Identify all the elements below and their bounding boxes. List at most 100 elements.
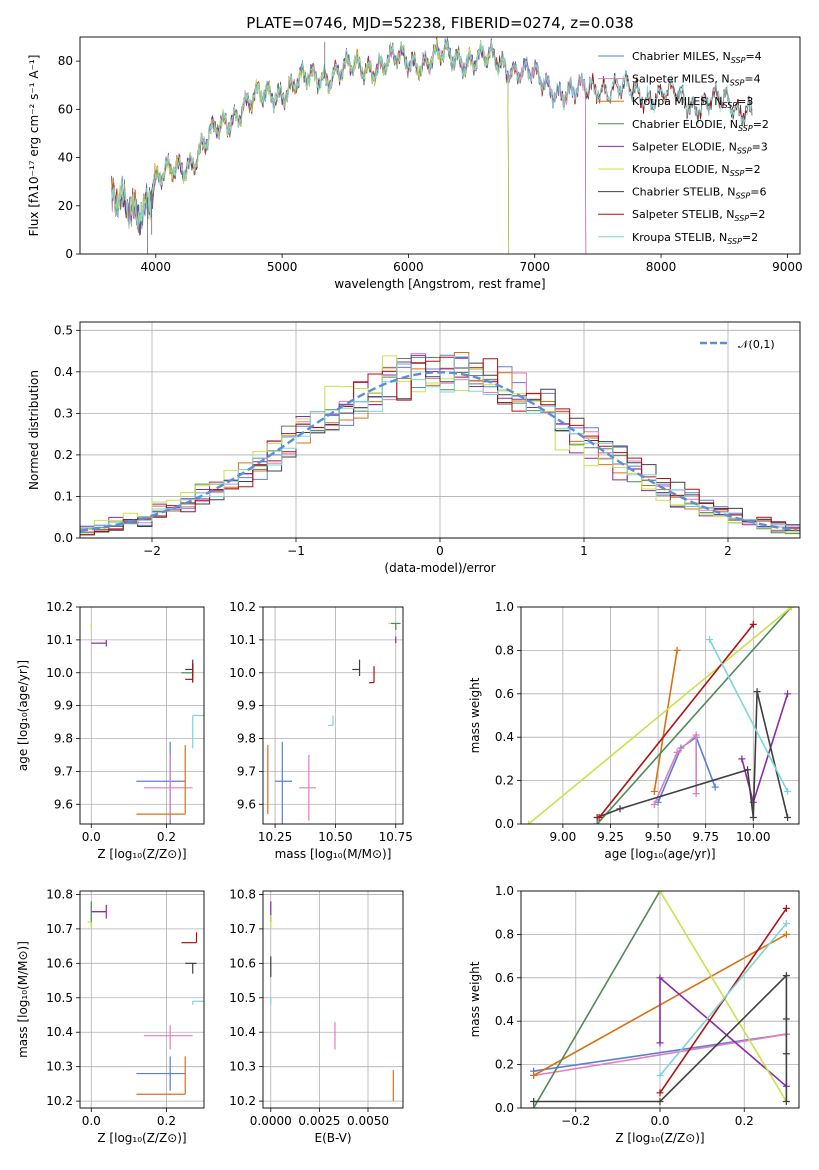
x-axis-label: Z [log₁₀(Z/Z⊙)] — [615, 1131, 704, 1145]
legend-subscript: SSP — [727, 237, 742, 246]
x-tick-label: −2 — [143, 544, 161, 558]
legend-text: =2 — [753, 118, 769, 131]
axes-frame-4 — [520, 606, 800, 825]
y-tick-label: 9.7 — [54, 764, 73, 778]
weight-marker — [656, 974, 664, 982]
y-tick-label: 0.4 — [54, 365, 73, 379]
weight-line — [659, 891, 788, 1102]
y-tick-label: 0.3 — [54, 406, 73, 420]
axes-frame-1 — [79, 321, 801, 539]
y-tick-label: 0 — [65, 247, 73, 261]
weight-marker — [656, 1097, 664, 1105]
y-axis-label: mass weight — [468, 677, 482, 753]
weight-line — [532, 891, 661, 1108]
y-axis-label: mass [log₁₀(M/M⊙)] — [16, 941, 30, 1058]
weight-marker — [530, 1097, 538, 1105]
x-tick-label: 9.00 — [550, 830, 577, 844]
y-axis-label: Flux [fλ10⁻¹⁷ erg cm⁻² s⁻¹ A⁻¹] — [27, 55, 41, 237]
y-tick-label: 0.4 — [495, 730, 514, 744]
weight-marker — [692, 731, 700, 739]
legend-entry: 𝒩(0,1) — [738, 338, 775, 351]
y-tick-label: 10.4 — [229, 1025, 256, 1039]
weight-line — [533, 1033, 787, 1077]
weight-line — [528, 607, 792, 824]
spectrum-line — [111, 39, 510, 254]
legend-subscript: SSP — [736, 192, 751, 201]
y-tick-label: 9.6 — [237, 797, 256, 811]
weight-marker — [782, 930, 790, 938]
weight-marker — [530, 1071, 538, 1079]
y-tick-label: 0.2 — [54, 448, 73, 462]
y-tick-label: 40 — [58, 151, 73, 165]
legend-text: =2 — [744, 163, 760, 176]
weight-marker — [673, 646, 681, 654]
legend-text: Chabrier ELODIE, N — [632, 118, 738, 131]
weight-line — [708, 639, 789, 792]
y-tick-label: 9.9 — [237, 699, 256, 713]
x-axis-label: mass [log₁₀(M/M⊙)] — [275, 847, 392, 861]
axes-frame-7 — [520, 890, 800, 1109]
weight-marker — [595, 813, 603, 821]
weight-marker — [656, 891, 664, 895]
legend-entry: Salpeter MILES, NSSP=4 — [632, 73, 761, 88]
axes-frame-5 — [79, 890, 205, 1109]
weight-marker — [744, 766, 752, 774]
y-tick-label: 10.1 — [229, 633, 256, 647]
legend-entry: Chabrier ELODIE, NSSP=2 — [632, 118, 769, 133]
x-axis-label: (data-model)/error — [384, 561, 495, 575]
legend-entry: Salpeter STELIB, NSSP=2 — [632, 208, 765, 223]
histogram-step — [80, 356, 800, 536]
weight-marker — [787, 607, 795, 611]
x-tick-label: 4000 — [141, 260, 172, 274]
x-tick-label: 0.0050 — [347, 1114, 389, 1128]
y-tick-label: 10.3 — [46, 1060, 73, 1074]
chart-title: PLATE=0746, MJD=52238, FIBERID=0274, z=0… — [246, 14, 633, 32]
weight-marker — [749, 620, 757, 628]
x-tick-label: 7000 — [519, 260, 550, 274]
y-axis-label: mass weight — [468, 961, 482, 1037]
x-tick-label: 10.50 — [318, 830, 352, 844]
weight-marker — [784, 690, 792, 698]
legend-subscript: SSP — [730, 169, 745, 178]
x-axis-label: Z [log₁₀(Z/Z⊙)] — [97, 847, 186, 861]
weight-line — [598, 623, 754, 818]
legend-text: =2 — [749, 208, 765, 221]
x-tick-label: 10.00 — [736, 830, 770, 844]
weight-marker — [656, 1039, 664, 1047]
legend-text: Chabrier STELIB, N — [632, 186, 736, 199]
y-tick-label: 0.4 — [495, 1014, 514, 1028]
legend-subscript: SSP — [738, 124, 753, 133]
y-tick-label: 0.0 — [495, 1101, 514, 1115]
x-axis-label: age [log₁₀(age/yr)] — [604, 847, 715, 861]
axes-5 — [76, 891, 204, 1112]
x-tick-label: 10.75 — [379, 830, 413, 844]
y-tick-label: 10.8 — [229, 887, 256, 901]
y-tick-label: 10.4 — [46, 1025, 73, 1039]
x-tick-label: 0.0 — [82, 830, 101, 844]
y-tick-label: 9.8 — [54, 732, 73, 746]
x-tick-label: 5000 — [267, 260, 298, 274]
weight-marker — [525, 820, 533, 824]
y-tick-label: 20 — [58, 199, 73, 213]
weight-marker — [656, 1071, 664, 1079]
legend-text: =2 — [742, 231, 758, 244]
axes-frame-6 — [262, 890, 404, 1109]
x-tick-label: 0.2 — [735, 1114, 754, 1128]
weight-marker — [530, 1104, 538, 1108]
gaussian-curve — [80, 371, 798, 532]
x-axis-label: E(B-V) — [314, 1131, 351, 1145]
weight-marker — [782, 1097, 790, 1105]
x-tick-label: 9000 — [772, 260, 803, 274]
legend-entry: Kroupa MILES, NSSP=3 — [632, 95, 753, 110]
x-axis-label: Z [log₁₀(Z/Z⊙)] — [97, 1131, 186, 1145]
weight-line — [659, 922, 788, 1077]
weight-marker — [738, 755, 746, 763]
y-tick-label: 10.2 — [46, 1094, 73, 1108]
x-tick-label: 1 — [580, 544, 588, 558]
y-tick-label: 0.8 — [495, 927, 514, 941]
axes-frame-0 — [79, 36, 801, 255]
legend-text: Chabrier MILES, N — [632, 50, 731, 63]
y-tick-label: 0.2 — [495, 1058, 514, 1072]
weight-marker — [593, 820, 601, 824]
